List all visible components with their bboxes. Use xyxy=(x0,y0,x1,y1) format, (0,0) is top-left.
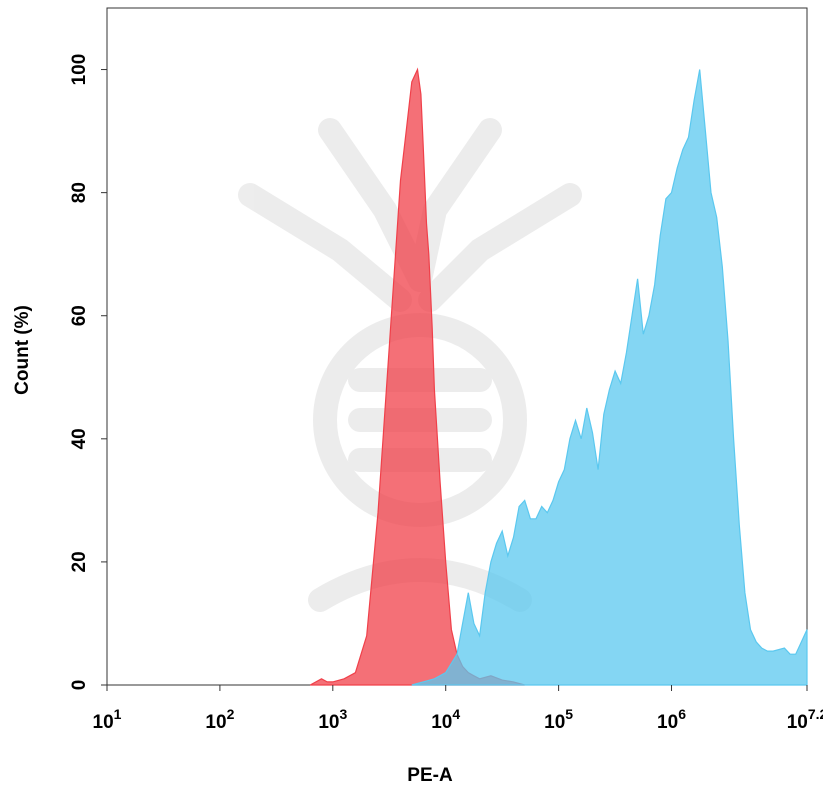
y-axis-ticks: 0 20 40 60 80 100 xyxy=(69,54,107,691)
x-tick-label: 107.2 xyxy=(787,706,823,733)
x-axis-ticks: 101 102 103 104 105 106 107.2 xyxy=(93,685,823,733)
y-tick-label: 40 xyxy=(69,428,90,449)
y-tick-label: 60 xyxy=(69,305,90,326)
x-tick-label: 101 xyxy=(93,706,122,733)
series-layer xyxy=(309,67,808,686)
x-tick-label: 105 xyxy=(544,706,573,733)
y-tick-label: 100 xyxy=(69,54,90,86)
x-tick-label: 104 xyxy=(431,706,460,733)
x-axis-title: PE-A xyxy=(407,765,453,786)
y-tick-label: 20 xyxy=(69,551,90,572)
x-tick-label: 103 xyxy=(318,706,347,733)
y-tick-label: 0 xyxy=(69,680,90,691)
plot-area: 101 102 103 104 105 106 107.2 0 20 40 60 80 100 xyxy=(69,7,823,733)
x-tick-label: 102 xyxy=(205,706,234,733)
histogram-series-2 xyxy=(411,69,808,686)
y-tick-label: 80 xyxy=(69,182,90,203)
y-axis-title: Count (%) xyxy=(12,305,33,395)
x-tick-label: 106 xyxy=(657,706,686,733)
